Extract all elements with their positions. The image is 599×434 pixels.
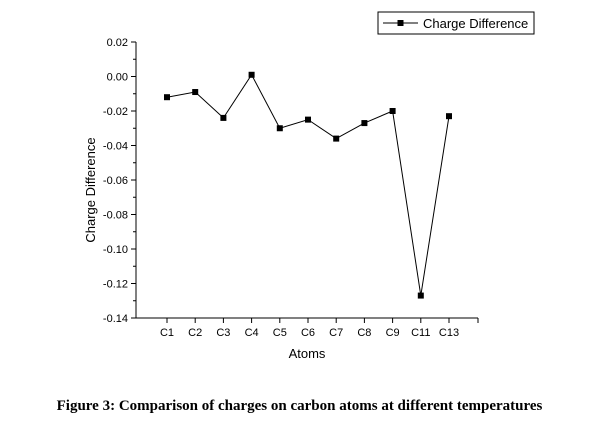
legend-marker (397, 20, 404, 26)
legend-label: Charge Difference (423, 16, 528, 31)
y-tick-label: -0.08 (103, 210, 128, 222)
y-tick-label: -0.02 (103, 106, 128, 118)
legend: Charge Difference (377, 11, 535, 35)
y-tick-label: -0.04 (103, 141, 128, 153)
x-tick-label: C9 (386, 327, 400, 339)
data-point (417, 292, 424, 299)
data-point (276, 125, 283, 132)
axes (135, 42, 478, 319)
x-tick-label: C11 (411, 327, 430, 339)
y-tick-label: 0.02 (107, 37, 128, 49)
x-tick-label: C8 (357, 327, 371, 339)
y-tick-label: -0.10 (103, 244, 128, 256)
x-axis-label: Atoms (289, 346, 326, 361)
y-tick-label: -0.12 (103, 279, 128, 291)
series-line (166, 73, 450, 296)
y-axis-label: Charge Difference (83, 137, 98, 242)
y-tick-label: -0.06 (103, 175, 128, 187)
data-point (305, 116, 311, 123)
data-point (248, 71, 255, 78)
data-point (361, 120, 368, 127)
y-tick-label: -0.14 (103, 313, 128, 325)
x-tick-label: C3 (216, 327, 230, 339)
legend-box (377, 11, 535, 35)
y-tick-label: 0.00 (107, 72, 128, 84)
figure-caption: Figure 3: Comparison of charges on carbo… (56, 398, 543, 414)
x-tick-label: C4 (245, 327, 259, 339)
data-point (192, 89, 199, 96)
y-ticks: 0.02 0.00 -0.02 -0.04 -0.06 -0.08 -0.10 -0.12 -0… (103, 37, 136, 325)
x-tick-label: C7 (329, 327, 343, 339)
x-tick-label: C5 (273, 327, 287, 339)
data-point (333, 135, 340, 142)
series-layer (164, 71, 452, 299)
data-point (220, 114, 227, 121)
x-tick-label: C2 (188, 327, 202, 339)
x-tick-label: C1 (160, 327, 174, 339)
x-tick-label: C6 (301, 327, 315, 339)
data-point (164, 94, 170, 101)
x-tick-label: C13 (439, 327, 459, 339)
data-point (389, 108, 396, 114)
data-point (446, 113, 452, 120)
x-ticks: C1 C2 C3 C4 C5 C6 C7 C8 C9 C11 C13 (160, 318, 479, 339)
